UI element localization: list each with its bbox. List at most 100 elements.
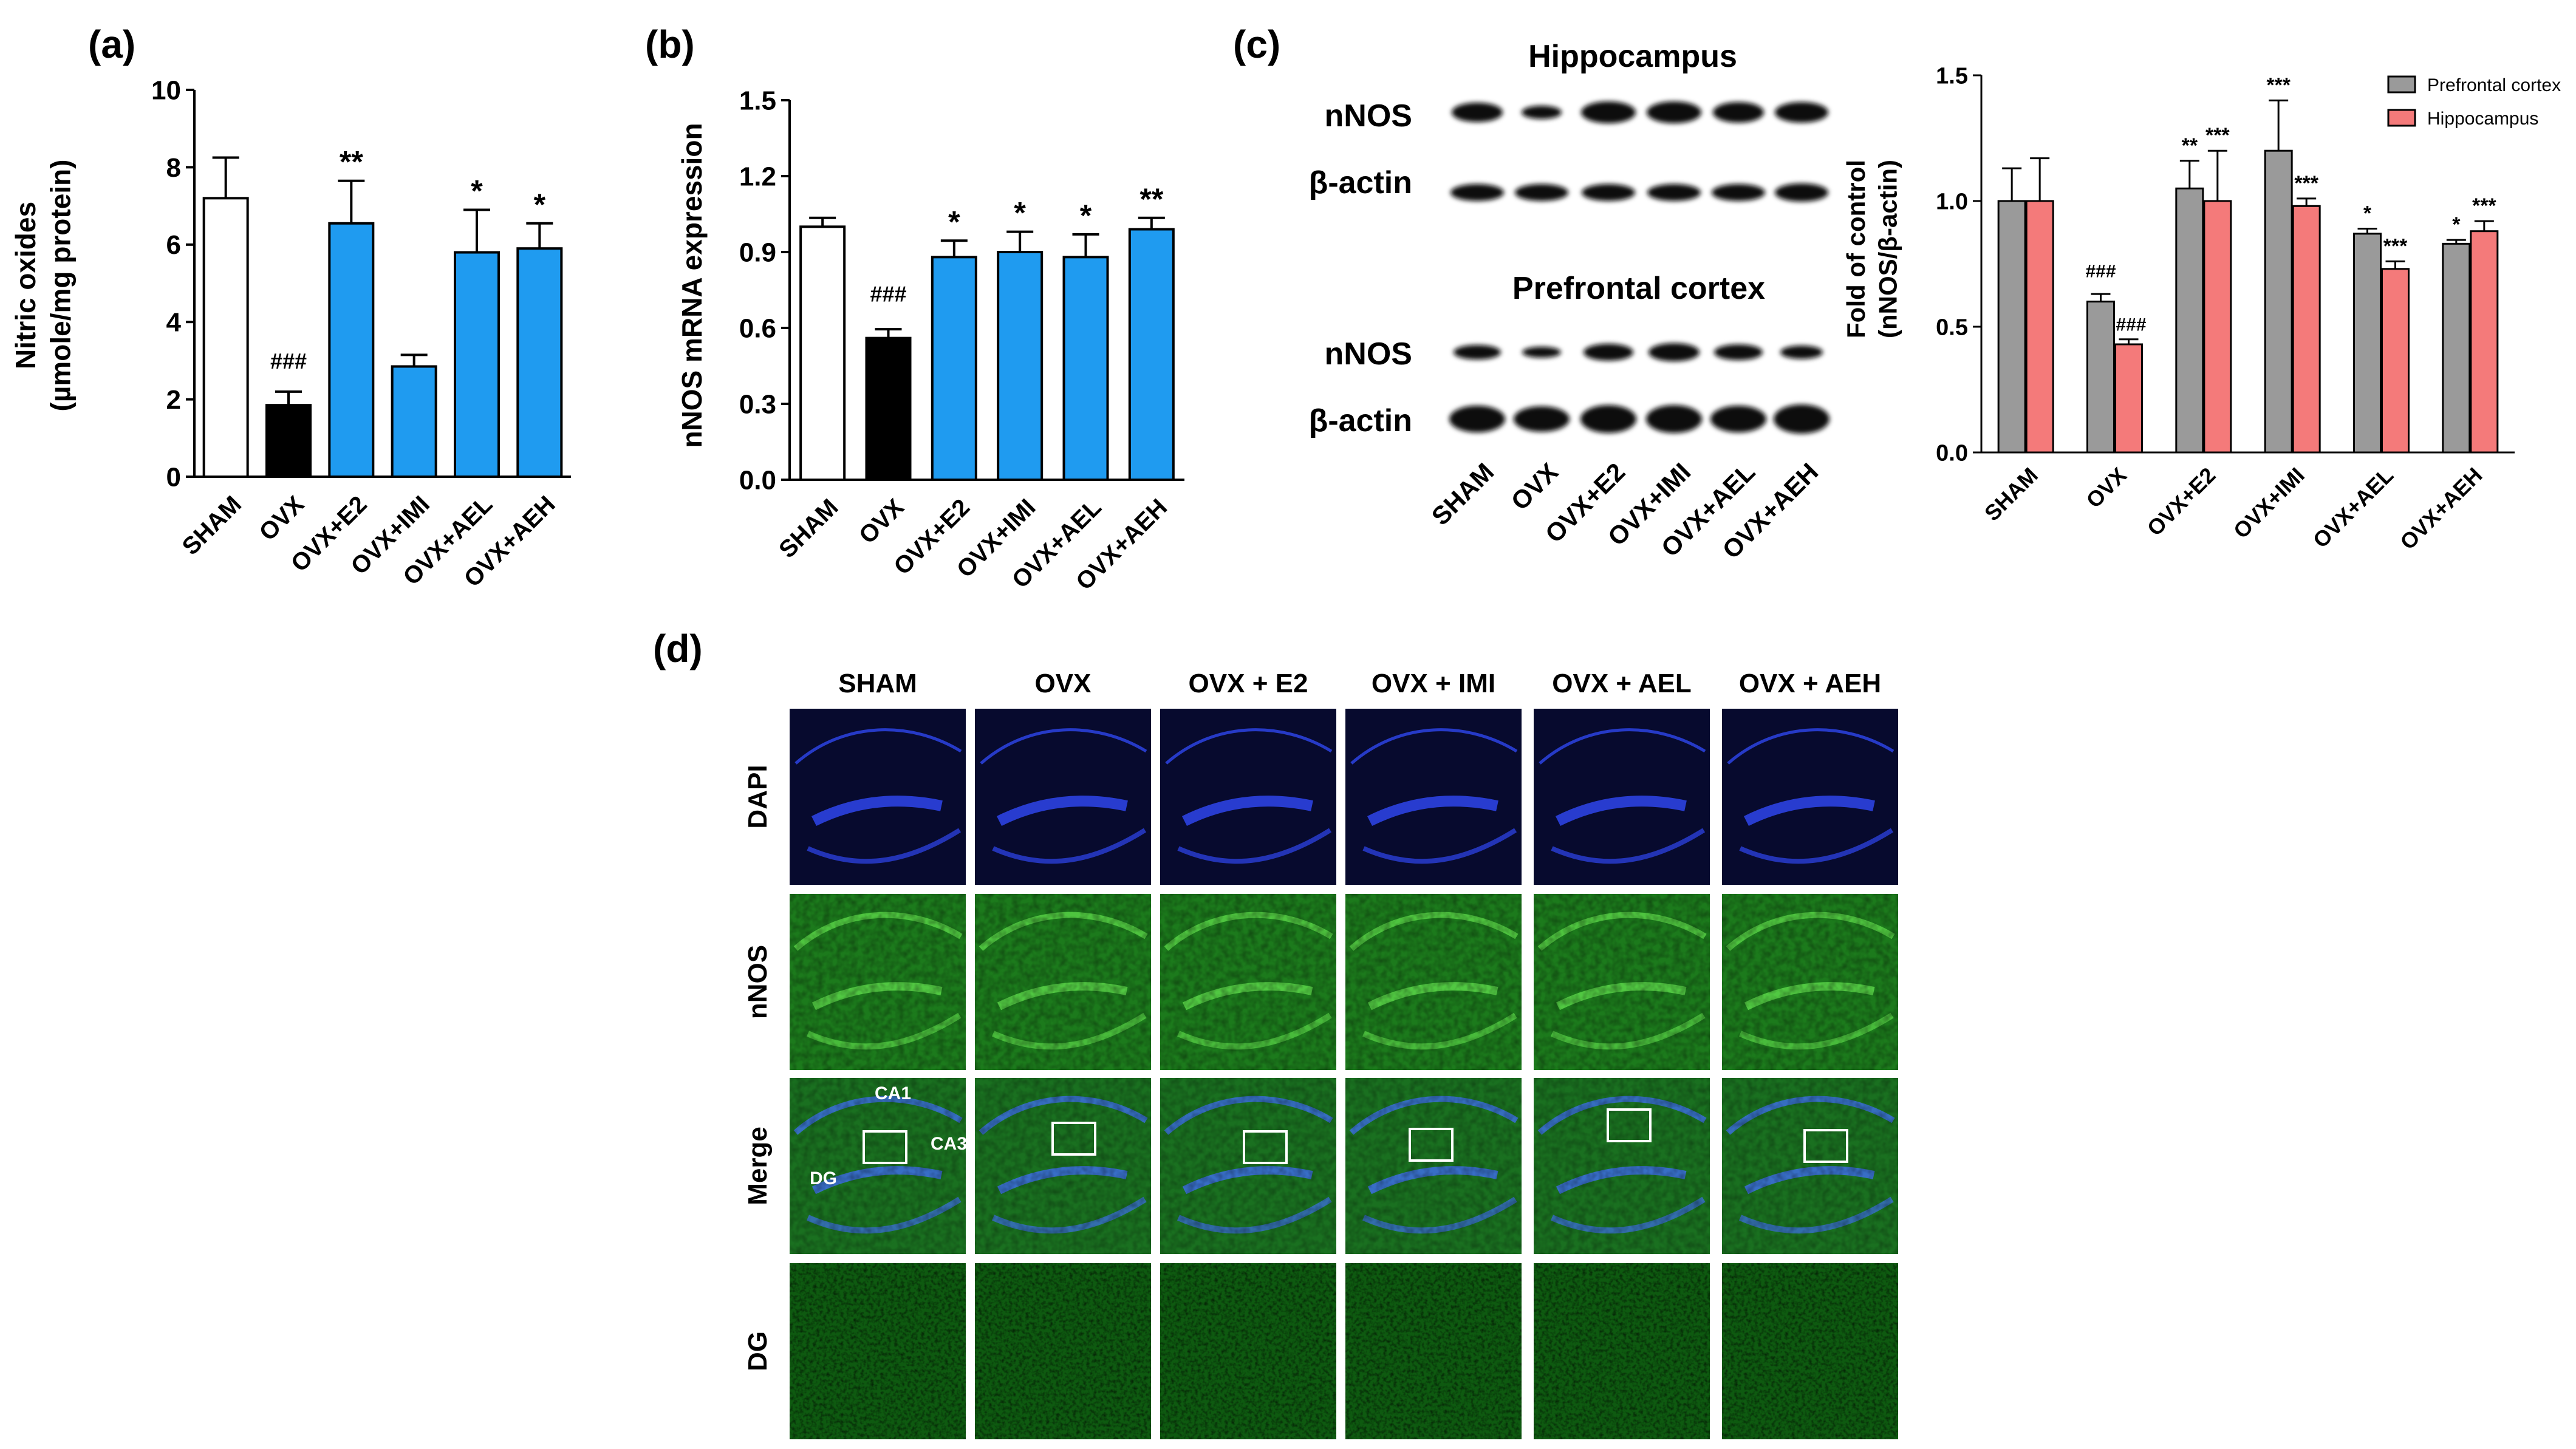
micrograph-column-header: SHAM	[838, 669, 917, 698]
bar	[202, 197, 249, 478]
chart-nitric-oxides: 0246810SHAM###OVX**OVX+E2OVX+IMI*OVX+AEL…	[10, 75, 571, 592]
micrograph-dg-panel	[1722, 1263, 1898, 1439]
bar	[2114, 343, 2143, 454]
significance-marker: ***	[2294, 172, 2318, 195]
y-axis-label: Fold of control	[1842, 160, 1870, 338]
blot-band	[1522, 347, 1561, 358]
micrograph-row-label: Merge	[743, 1127, 773, 1205]
micrograph-merge-panel	[790, 1078, 966, 1254]
bar	[997, 251, 1044, 481]
micrograph-nnos-panel	[1345, 894, 1522, 1070]
dg-region-box	[1803, 1129, 1848, 1163]
tissue-layer	[980, 728, 1147, 765]
blot-lane-label: SHAM	[1426, 457, 1500, 531]
micrograph-dapi-panel	[790, 709, 966, 885]
micrograph-merge-panel	[1160, 1078, 1336, 1254]
tissue-layer	[1539, 728, 1706, 765]
blot-title-prefrontal: Prefrontal cortex	[1512, 271, 1765, 306]
micrograph-grid: SHAM OVX OVX + E2 OVX + IMI OVX + AEL OVX + A…	[743, 669, 1898, 1439]
micrograph-nnos-panel	[1534, 894, 1710, 1070]
significance-marker: *	[2363, 202, 2372, 225]
blot-band	[1450, 184, 1504, 201]
bar	[799, 225, 846, 481]
micrograph-merge-panel	[1534, 1078, 1710, 1254]
significance-marker: *	[2452, 213, 2461, 236]
chart-nnos-mrna: 0.00.30.60.91.21.5SHAM###OVX*OVX+E2*OVX+…	[676, 86, 1184, 595]
tissue-texture	[975, 894, 1151, 1070]
bar	[2264, 149, 2293, 454]
y-tick-label: 0.0	[1936, 440, 1968, 466]
significance-marker: *	[948, 205, 960, 239]
panel-label-b: (b)	[645, 22, 695, 66]
tissue-texture	[1345, 1263, 1522, 1439]
significance-marker: ***	[2383, 234, 2408, 257]
micrograph-nnos-panel	[975, 894, 1151, 1070]
blot-band	[1584, 344, 1633, 361]
y-tick-label: 0.6	[739, 313, 776, 343]
blot-band	[1452, 103, 1503, 122]
tissue-layer	[1555, 796, 1687, 827]
tissue-layer	[992, 828, 1147, 864]
region-label-dg: DG	[810, 1168, 837, 1188]
region-label-ca1: CA1	[875, 1083, 911, 1103]
blot-row-label: β-actin	[1309, 403, 1412, 438]
tissue-layer	[794, 728, 962, 765]
tissue-texture	[1534, 894, 1710, 1070]
tissue-texture	[1722, 1263, 1898, 1439]
tissue-layer	[1362, 828, 1517, 864]
tissue-texture	[1160, 894, 1336, 1070]
tissue-layer	[1367, 796, 1498, 827]
y-tick-label: 0.9	[739, 237, 776, 267]
bar	[931, 256, 977, 481]
micrograph-dapi-panel	[1722, 709, 1898, 885]
bar	[2381, 268, 2410, 454]
y-tick-label: 2	[166, 385, 181, 415]
y-tick-label: 0.5	[1936, 315, 1968, 340]
blot-band	[1648, 343, 1700, 361]
y-tick-label: 4	[166, 308, 182, 338]
tissue-texture	[790, 1078, 966, 1254]
y-axis-label: Nitric oxides	[10, 202, 41, 369]
blot-band	[1714, 344, 1763, 360]
y-axis-label: nNOS mRNA expression	[676, 123, 708, 448]
micrograph-nnos-panel	[1160, 894, 1336, 1070]
tissue-layer	[1350, 728, 1518, 765]
tissue-texture	[1345, 1078, 1522, 1254]
x-tick-label: OVX+IMI	[2229, 463, 2309, 544]
dg-region-box	[1051, 1122, 1096, 1156]
significance-marker: *	[534, 188, 546, 222]
blot-band	[1646, 405, 1702, 433]
tissue-texture	[1160, 1263, 1336, 1439]
bar	[865, 336, 912, 482]
micrograph-column-header: OVX + AEL	[1552, 669, 1691, 698]
blot-lane-label: OVX	[1505, 457, 1563, 516]
significance-marker: *	[471, 174, 483, 208]
bar	[2442, 242, 2471, 454]
micrograph-dg-panel	[790, 1263, 966, 1439]
dg-region-box	[1409, 1128, 1454, 1162]
micrograph-column-header: OVX + IMI	[1372, 669, 1495, 698]
significance-marker: ***	[2472, 194, 2496, 217]
blot-band	[1647, 101, 1701, 123]
legend-label: Prefrontal cortex	[2427, 75, 2561, 95]
tissue-layer	[811, 796, 943, 827]
bar	[265, 404, 312, 479]
tissue-texture	[1534, 1263, 1710, 1439]
micrograph-nnos-panel	[1722, 894, 1898, 1070]
micrograph-dg-panel	[1534, 1263, 1710, 1439]
blot-band	[1515, 184, 1568, 201]
tissue-layer	[1743, 796, 1875, 827]
y-tick-label: 6	[166, 230, 181, 260]
dg-region-box	[1243, 1130, 1288, 1164]
tissue-texture	[1722, 1078, 1898, 1254]
blot-band	[1522, 106, 1562, 119]
blot-row-label: nNOS	[1325, 98, 1412, 134]
micrograph-column-header: OVX + AEH	[1739, 669, 1881, 698]
micrograph-column-header: OVX	[1035, 669, 1092, 698]
significance-marker: ###	[870, 282, 906, 307]
micrograph-merge-panel	[975, 1078, 1151, 1254]
blot-band	[1710, 406, 1766, 432]
micrograph-merge-panel	[1722, 1078, 1898, 1254]
